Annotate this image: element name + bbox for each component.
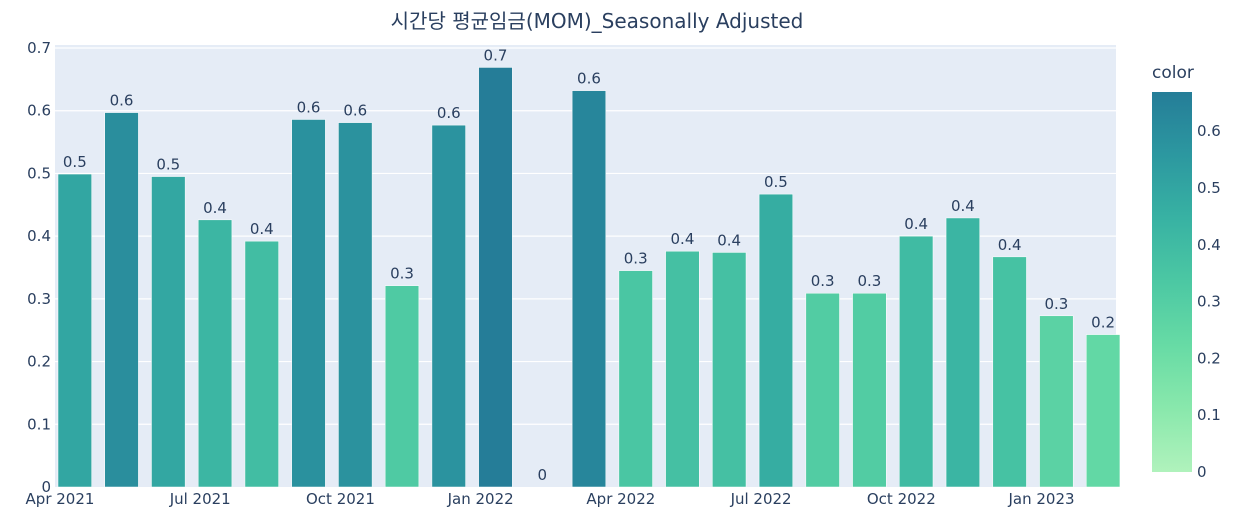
data-label: 0.3 [1044,295,1068,313]
colorbar-tick-label: 0.2 [1197,349,1221,367]
colorbar: color 0 0.1 0.2 0.3 0.4 0.5 0.6 [1152,63,1221,481]
data-label: 0.4 [717,231,741,249]
colorbar-title: color [1152,63,1194,83]
bar [338,122,373,488]
bar [104,112,139,488]
x-tick-label: Jan 2023 [1008,490,1075,508]
y-axis: 0 0.1 0.2 0.3 0.4 0.5 0.6 0.7 [27,39,51,496]
data-label: 0.6 [437,104,461,122]
bar [478,67,513,488]
bar [384,285,420,488]
data-label: 0.4 [203,199,227,217]
y-tick-label: 0.1 [27,415,51,433]
bars [57,67,1121,488]
bar [1039,315,1074,488]
x-tick-label: Jul 2021 [169,490,231,508]
data-label: 0.4 [998,236,1022,254]
x-tick-label: Oct 2022 [867,490,936,508]
data-label: 0.3 [811,272,835,290]
colorbar-tick-label: 0.4 [1197,236,1221,254]
data-label: 0.5 [63,153,87,171]
bar [712,252,747,488]
data-label: 0.4 [671,230,695,248]
x-tick-label: Jul 2022 [730,490,792,508]
y-tick-label: 0.5 [27,164,51,182]
data-labels: 0.5 0.6 0.5 0.4 0.4 0.6 0.6 0.3 0.6 0.7 0 0.6 0.3 0.4… [63,46,1115,484]
data-label: 0.7 [484,46,508,64]
data-label: 0.3 [624,250,648,268]
colorbar-tick-label: 0.6 [1197,122,1221,140]
x-tick-label: Oct 2021 [306,490,375,508]
colorbar-ticks: 0 0.1 0.2 0.3 0.4 0.5 0.6 [1197,122,1221,481]
data-label: 0.6 [577,70,601,88]
bar [945,217,980,488]
data-label: 0.4 [951,197,975,215]
data-label: 0.6 [297,98,321,116]
data-label: 0.5 [156,156,180,174]
colorbar-gradient [1152,92,1192,472]
data-label: 0.6 [110,92,134,110]
bar [197,219,233,488]
x-axis: Apr 2021 Jul 2021 Oct 2021 Jan 2022 Apr 2022… [26,490,1075,508]
data-label: 0.4 [904,215,928,233]
y-tick-label: 0.3 [27,290,51,308]
y-tick-label: 0.2 [27,353,51,371]
data-label: 0.3 [857,272,881,290]
bar [431,124,466,488]
colorbar-tick-label: 0.5 [1197,179,1221,197]
bar [244,240,279,488]
bar [805,292,840,488]
colorbar-tick-label: 0.3 [1197,293,1221,311]
x-tick-label: Jan 2022 [447,490,514,508]
data-label: 0.2 [1091,314,1115,332]
x-tick-label: Apr 2022 [586,490,655,508]
data-label: 0 [537,466,547,484]
bar [852,292,887,488]
bar [291,119,326,488]
data-label: 0.5 [764,173,788,191]
data-label: 0.4 [250,220,274,238]
data-label: 0.6 [343,102,367,120]
y-tick-label: 0.4 [27,227,51,245]
bar [758,193,794,488]
colorbar-tick-label: 0 [1197,463,1207,481]
y-tick-label: 0.7 [27,39,51,57]
chart-title: 시간당 평균임금(MOM)_Seasonally Adjusted [391,9,804,33]
colorbar-tick-label: 0.1 [1197,406,1221,424]
bar [618,270,653,488]
bar [571,90,607,488]
bar [151,176,186,488]
bar [665,250,700,488]
y-tick-label: 0.6 [27,102,51,120]
bar [899,235,934,488]
bar [57,173,92,488]
x-tick-label: Apr 2021 [26,490,95,508]
y-tick-label: 0 [41,478,51,496]
data-label: 0.3 [390,265,414,283]
bar [1086,334,1121,488]
bar [992,256,1027,488]
